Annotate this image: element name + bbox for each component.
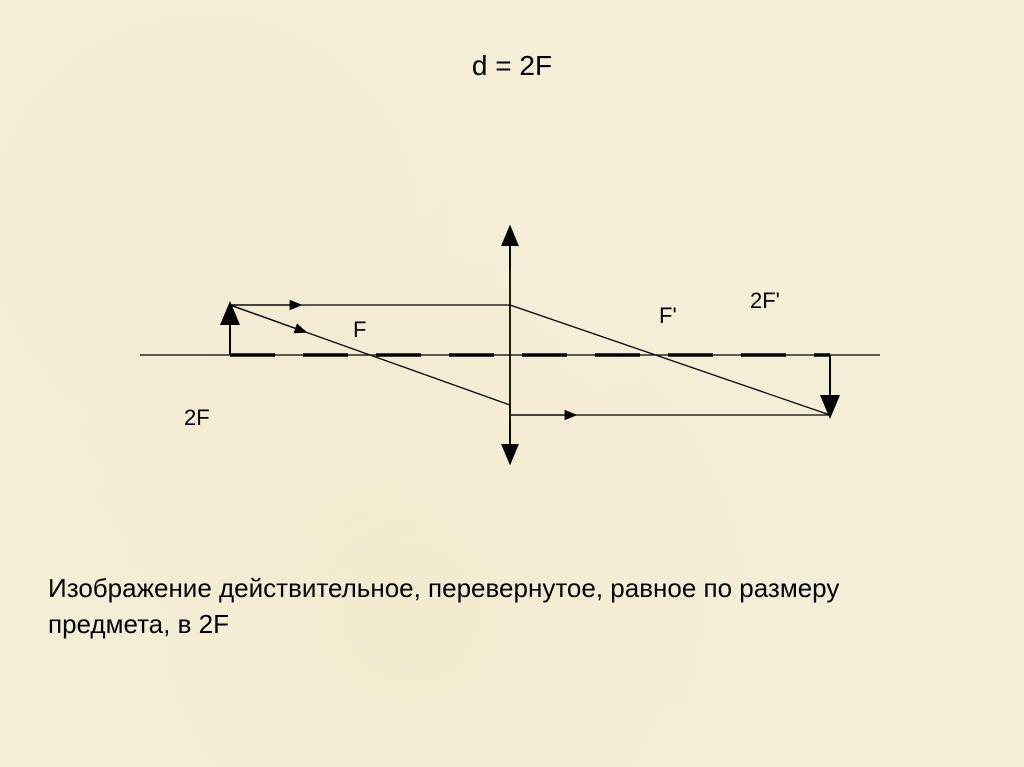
diagram-title: d = 2F — [0, 50, 1024, 82]
label-2Fprime: 2F' — [750, 288, 780, 314]
label-F: F — [353, 317, 366, 343]
label-Fprime: F' — [659, 303, 677, 329]
ray2-arrow — [230, 305, 305, 332]
ray-diagram: F F' 2F 2F' — [140, 210, 900, 470]
label-2F: 2F — [184, 405, 210, 431]
diagram-svg — [140, 210, 900, 470]
diagram-description: Изображение действительное, перевернутое… — [48, 570, 948, 643]
